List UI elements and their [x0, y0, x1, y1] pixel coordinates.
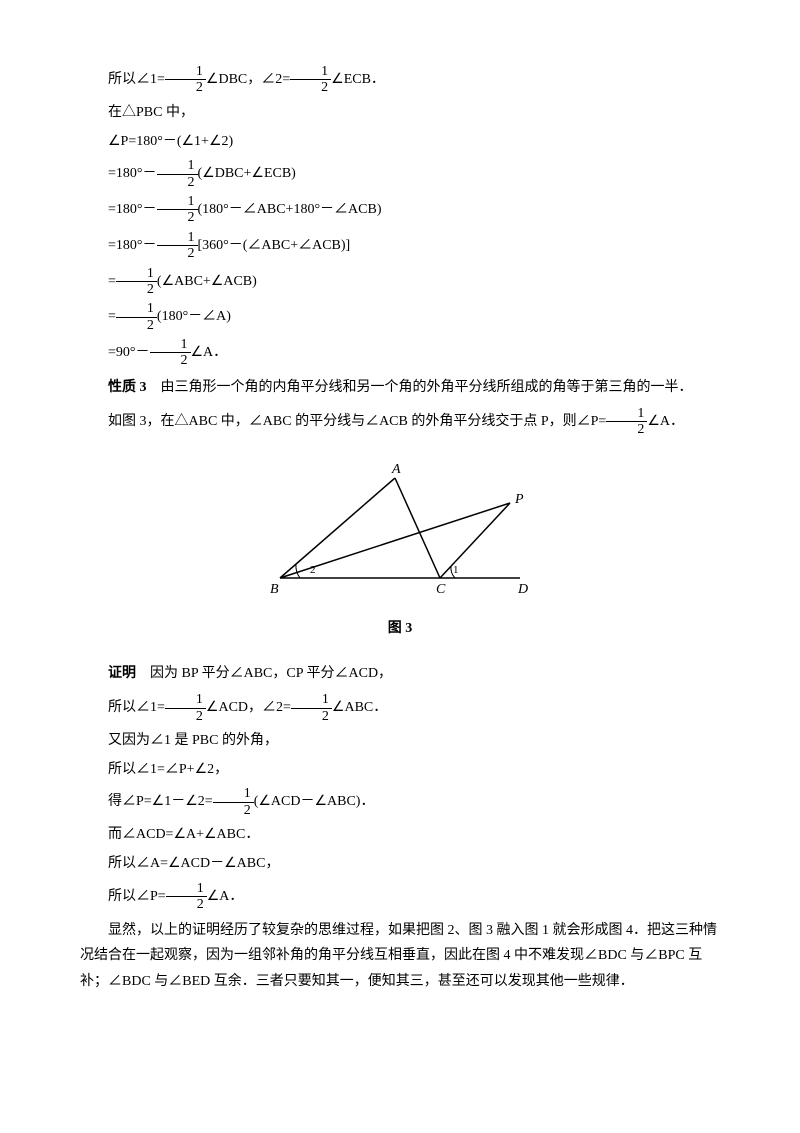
text: =180°－ — [108, 238, 157, 253]
statement-line: 如图 3，在△ABC 中，∠ABC 的平分线与∠ACB 的外角平分线交于点 P，… — [80, 406, 720, 438]
half-fraction: 12 — [116, 266, 157, 298]
figure-3: A B C D P 2 1 图 3 — [80, 458, 720, 641]
property-3: 性质 3 由三角形一个角的内角平分线和另一个角的外角平分线所组成的角等于第三角的… — [80, 375, 720, 400]
text: ∠DBC，∠2= — [206, 72, 290, 87]
deriv-line-3: ∠P=180°－(∠1+∠2) — [80, 129, 720, 154]
deriv-line-7: =12(∠ABC+∠ACB) — [80, 266, 720, 298]
text: 所以∠1= — [108, 72, 165, 87]
half-fraction: 12 — [606, 406, 647, 438]
text: = — [108, 309, 116, 324]
text: 所以∠P= — [108, 889, 166, 904]
half-fraction: 12 — [157, 194, 198, 226]
proof-line-5: 得∠P=∠1－∠2=12(∠ACD－∠ABC)． — [80, 786, 720, 818]
label-a: A — [391, 462, 401, 477]
triangle-diagram: A B C D P 2 1 — [240, 458, 560, 608]
property-text: 由三角形一个角的内角平分线和另一个角的外角平分线所组成的角等于第三角的一半． — [161, 380, 693, 395]
deriv-line-2: 在△PBC 中， — [80, 100, 720, 125]
text: ∠A． — [191, 345, 228, 360]
text: =180°－ — [108, 202, 157, 217]
half-fraction: 12 — [290, 64, 331, 96]
deriv-line-6: =180°－12[360°－(∠ABC+∠ACB)] — [80, 230, 720, 262]
deriv-line-9: =90°－12∠A． — [80, 337, 720, 369]
label-c: C — [436, 582, 446, 597]
text: 所以∠1= — [108, 700, 165, 715]
label-b: B — [270, 582, 279, 597]
text: 因为 BP 平分∠ABC，CP 平分∠ACD， — [150, 666, 392, 681]
text: ∠ABC． — [332, 700, 387, 715]
text: (∠ABC+∠ACB) — [157, 274, 257, 289]
deriv-line-1: 所以∠1=12∠DBC，∠2=12∠ECB． — [80, 64, 720, 96]
proof-label: 证明 — [108, 666, 136, 681]
text: =180°－ — [108, 166, 157, 181]
half-fraction: 12 — [166, 881, 207, 913]
text: (180°－∠A) — [157, 309, 231, 324]
proof-line-6: 而∠ACD=∠A+∠ABC． — [80, 822, 720, 847]
text: ∠ACD，∠2= — [206, 700, 291, 715]
half-fraction: 12 — [165, 692, 206, 724]
angle-1: 1 — [453, 564, 459, 576]
angle-2: 2 — [310, 564, 316, 576]
text: 得∠P=∠1－∠2= — [108, 794, 213, 809]
half-fraction: 12 — [157, 158, 198, 190]
label-d: D — [517, 582, 528, 597]
half-fraction: 12 — [165, 64, 206, 96]
text: 如图 3，在△ABC 中，∠ABC 的平分线与∠ACB 的外角平分线交于点 P，… — [108, 414, 606, 429]
half-fraction: 12 — [116, 301, 157, 333]
proof-line-2: 所以∠1=12∠ACD，∠2=12∠ABC． — [80, 692, 720, 724]
text: =90°－ — [108, 345, 150, 360]
half-fraction: 12 — [291, 692, 332, 724]
text: [360°－(∠ABC+∠ACB)] — [198, 238, 351, 253]
proof-line-3: 又因为∠1 是 PBC 的外角， — [80, 728, 720, 753]
half-fraction: 12 — [150, 337, 191, 369]
line-ba — [280, 478, 395, 578]
text: (∠DBC+∠ECB) — [198, 166, 296, 181]
text: (∠ACD－∠ABC)． — [254, 794, 375, 809]
text: (180°－∠ABC+180°－∠ACB) — [198, 202, 382, 217]
text: = — [108, 274, 116, 289]
property-label: 性质 3 — [108, 380, 147, 395]
half-fraction: 12 — [213, 786, 254, 818]
label-p: P — [514, 492, 524, 507]
proof-line-1: 证明 因为 BP 平分∠ABC，CP 平分∠ACD， — [80, 661, 720, 686]
proof-line-8: 所以∠P=12∠A． — [80, 881, 720, 913]
conclusion-paragraph: 显然，以上的证明经历了较复杂的思维过程，如果把图 2、图 3 融入图 1 就会形… — [80, 918, 720, 994]
deriv-line-4: =180°－12(∠DBC+∠ECB) — [80, 158, 720, 190]
deriv-line-8: =12(180°－∠A) — [80, 301, 720, 333]
text: ∠ECB． — [331, 72, 385, 87]
proof-line-7: 所以∠A=∠ACD－∠ABC， — [80, 851, 720, 876]
figure-caption: 图 3 — [80, 616, 720, 641]
text: ∠A． — [207, 889, 244, 904]
text: ∠A． — [647, 414, 684, 429]
proof-line-4: 所以∠1=∠P+∠2， — [80, 757, 720, 782]
half-fraction: 12 — [157, 230, 198, 262]
deriv-line-5: =180°－12(180°－∠ABC+180°－∠ACB) — [80, 194, 720, 226]
